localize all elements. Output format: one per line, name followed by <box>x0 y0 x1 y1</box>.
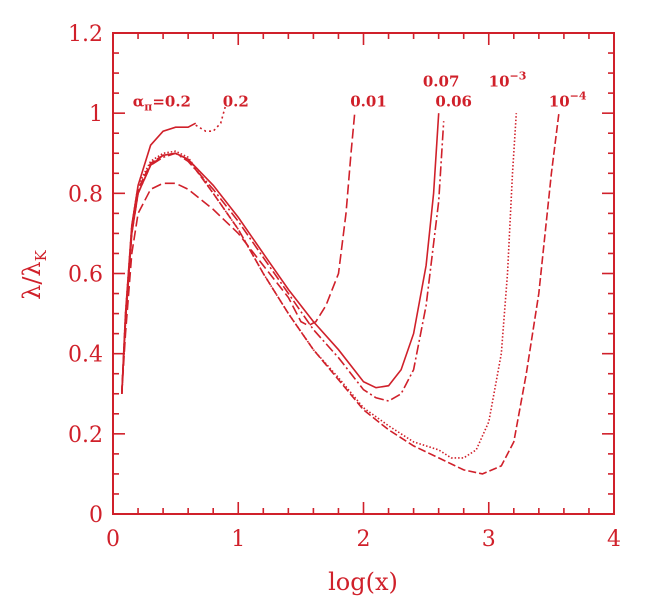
curve-label-greek: α <box>133 92 145 110</box>
y-axis-label-main: λ/λ <box>18 261 46 300</box>
y-axis-label: λ/λK <box>18 249 50 300</box>
curve-label-a006: 0.06 <box>435 92 472 110</box>
y-tick-label: 0.8 <box>68 182 103 207</box>
y-tick-label: 0.2 <box>68 423 103 448</box>
x-tick-label: 2 <box>357 527 371 552</box>
y-tick-label: 1 <box>89 102 103 127</box>
y-axis-label-sub: K <box>32 249 50 261</box>
curve-label-a02b: 0.2 <box>223 92 249 110</box>
curve-label-a1e4: 10−4 <box>549 89 587 110</box>
series-curves <box>121 104 560 475</box>
curve-label-subscript: π <box>144 100 152 113</box>
curve-label-a001: 0.01 <box>350 92 387 110</box>
curve-label-base: 10 <box>489 72 510 90</box>
series-line-s6 <box>121 113 518 459</box>
curve-label-exponent: −4 <box>570 89 587 102</box>
curve-label-a007: 0.07 <box>423 72 460 90</box>
curve-label-alpha: απ=0.2 <box>133 92 191 113</box>
curve-label-exponent: −3 <box>510 69 527 82</box>
curve-label-rest: =0.2 <box>152 92 191 110</box>
x-tick-label: 1 <box>231 527 245 552</box>
curve-label-a1e3: 10−3 <box>489 69 527 90</box>
curve-label-base: 10 <box>549 92 570 110</box>
y-tick-label: 0.6 <box>68 263 103 288</box>
y-tick-label: 0.4 <box>68 343 103 368</box>
x-axis-label: log(x) <box>328 568 398 596</box>
series-line-s4 <box>121 121 445 402</box>
y-tick-label: 1.2 <box>68 22 103 47</box>
series-line-s5 <box>121 113 356 394</box>
x-tick-label: 0 <box>106 527 120 552</box>
series-line-s1 <box>121 122 197 394</box>
series-line-s2 <box>195 104 227 132</box>
y-tick-label: 0 <box>89 503 103 528</box>
x-tick-label: 4 <box>607 527 621 552</box>
x-tick-label: 3 <box>482 527 496 552</box>
series-line-s7 <box>121 113 560 475</box>
tick-labels: 0 1 2 3 4 0 0.2 0.4 0.6 0.8 1 1.2 <box>68 22 621 552</box>
